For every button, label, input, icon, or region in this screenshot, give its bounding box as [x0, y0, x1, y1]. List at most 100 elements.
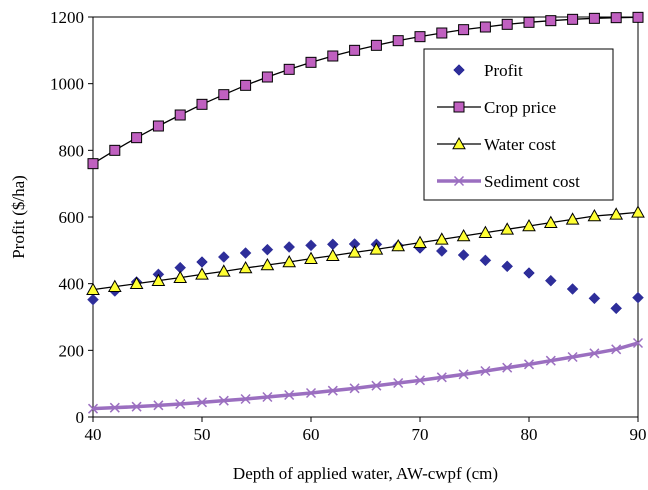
water-cost-point — [609, 207, 624, 220]
axes-layer: 40 50 60 70 80 90 0 200 400 600 800 1000 1200 — [50, 8, 647, 444]
x-marker-stroke — [175, 398, 186, 410]
sediment-cost-point — [218, 395, 229, 406]
crop-price-point — [218, 89, 230, 101]
water-cost-point — [173, 270, 188, 283]
sediment-cost-line — [92, 341, 639, 411]
water-cost-point — [587, 208, 602, 222]
sediment-cost-point — [305, 387, 317, 399]
crop-price-point — [305, 56, 317, 68]
sediment-cost-point — [458, 369, 469, 380]
crop-price-point — [283, 63, 295, 75]
y-tick-label: 1000 — [50, 75, 84, 94]
profit-point — [283, 241, 296, 253]
profit-point — [479, 254, 492, 267]
x-marker-stroke — [349, 383, 360, 394]
crop-price-point — [436, 27, 448, 39]
legend-marker — [453, 175, 465, 187]
legend-item-profit: Profit — [453, 61, 523, 80]
profit-point — [544, 274, 557, 287]
legend-label: Profit — [484, 61, 523, 80]
crop-price-point — [632, 11, 644, 23]
x-marker-stroke — [502, 362, 513, 373]
crop-price-point — [545, 15, 557, 27]
x-marker-stroke — [262, 391, 273, 403]
x-marker-stroke — [632, 337, 644, 349]
profit-point — [610, 302, 623, 315]
profit-point — [261, 243, 274, 256]
x-marker-stroke — [240, 393, 251, 405]
sediment-cost-point — [502, 362, 513, 373]
water-cost-point — [195, 267, 209, 280]
x-tick-label: 40 — [85, 425, 102, 444]
x-marker-stroke — [545, 355, 556, 366]
x-marker-stroke — [87, 403, 99, 414]
profit-point — [326, 238, 339, 251]
y-tick-label: 1200 — [50, 8, 84, 27]
y-tick-label: 0 — [76, 408, 85, 427]
x-marker-stroke — [218, 395, 229, 406]
water-cost-point — [434, 232, 449, 245]
water-cost-point — [347, 245, 362, 258]
legend-item-sediment-cost: Sediment cost — [437, 172, 580, 191]
y-tick-label: 800 — [59, 141, 85, 160]
x-tick-label: 50 — [194, 425, 211, 444]
crop-price-point — [109, 144, 121, 156]
series-water-cost — [86, 205, 645, 295]
x-marker-stroke — [480, 365, 491, 377]
x-marker-stroke — [611, 344, 622, 355]
x-marker-stroke — [153, 400, 164, 411]
water-cost-point — [565, 212, 580, 225]
sediment-cost-point — [196, 397, 208, 408]
water-cost-point — [631, 205, 645, 218]
sediment-cost-point — [545, 355, 556, 366]
water-cost-point — [500, 222, 515, 235]
x-marker-stroke — [414, 375, 426, 386]
crop-price-point — [610, 12, 622, 24]
crop-price-point — [327, 50, 339, 62]
sediment-cost-point — [109, 402, 120, 413]
legend-item-crop-price: Crop price — [437, 98, 556, 117]
profit-point — [196, 256, 208, 268]
profit-point — [217, 251, 230, 263]
sediment-cost-point — [327, 385, 338, 396]
x-marker-stroke — [196, 397, 208, 408]
x-marker-stroke — [453, 175, 465, 187]
series-sediment-cost — [87, 337, 644, 414]
profit-point — [305, 239, 317, 252]
crop-price-point — [240, 79, 252, 91]
water-cost-line — [92, 211, 639, 291]
legend-label: Sediment cost — [484, 172, 580, 191]
series-crop-price — [87, 11, 644, 170]
water-cost-point — [151, 273, 166, 286]
y-tick-label: 200 — [59, 341, 85, 360]
x-marker-stroke — [393, 377, 404, 389]
sediment-cost-point — [262, 391, 273, 403]
y-axis-label: Profit ($/ha) — [9, 175, 28, 259]
legend-marker — [452, 136, 466, 150]
crop-price-point — [196, 98, 208, 110]
legend-label: Water cost — [484, 135, 556, 154]
sediment-cost-point — [349, 383, 360, 394]
sediment-cost-point — [611, 344, 622, 355]
water-cost-point — [456, 228, 471, 242]
x-tick-label: 70 — [412, 425, 429, 444]
profit-point — [435, 245, 448, 257]
crop-price-point — [261, 71, 273, 83]
sediment-cost-point — [436, 372, 447, 383]
x-marker-stroke — [523, 359, 535, 370]
water-cost-point — [391, 238, 406, 252]
x-marker-stroke — [458, 369, 469, 380]
sediment-cost-point — [589, 348, 600, 359]
x-marker-stroke — [327, 385, 338, 396]
crop-price-point — [414, 31, 426, 43]
sediment-cost-point — [523, 359, 535, 370]
sediment-cost-point — [131, 401, 142, 412]
x-marker-stroke — [371, 380, 382, 391]
legend-marker — [453, 101, 465, 113]
sediment-cost-point — [414, 375, 426, 386]
water-cost-point — [86, 282, 100, 295]
profit-point — [239, 247, 252, 259]
water-cost-point — [543, 215, 558, 228]
crop-price-point — [152, 120, 164, 132]
x-marker-stroke — [589, 348, 600, 359]
